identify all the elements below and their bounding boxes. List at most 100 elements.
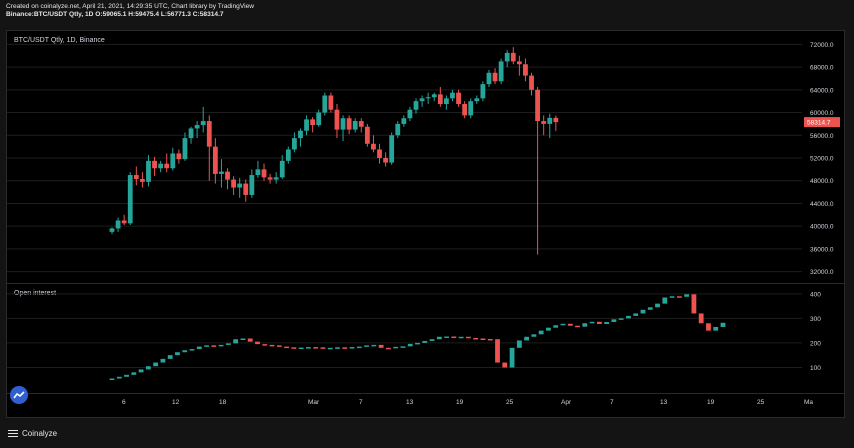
candle-body [146, 160, 151, 182]
candle-body [541, 121, 547, 124]
candle-body [431, 94, 437, 98]
oi-candle [145, 366, 151, 370]
candle-body [231, 179, 236, 188]
candle-body [261, 169, 267, 178]
candle-body [468, 101, 474, 116]
candle-body [383, 158, 388, 163]
candle-body [249, 175, 255, 195]
price-axis-tick: 40000.0 [810, 224, 834, 231]
time-axis-tick: 25 [506, 399, 514, 406]
oi-candle [531, 334, 537, 337]
time-axis-svg: 6 12 18 Mar 7 13 19 25 Apr 7 13 19 25 Ma [122, 399, 813, 406]
oi-candle [298, 347, 304, 350]
menu-icon[interactable] [8, 428, 18, 439]
candle-body [152, 160, 157, 169]
candle-body [352, 121, 358, 130]
price-axis-tick: 52000.0 [810, 156, 834, 163]
candle-body [358, 121, 364, 127]
oi-candle [124, 374, 129, 377]
oi-candle [444, 336, 449, 339]
oi-candle [640, 309, 646, 314]
tradingview-logo-icon [10, 386, 28, 404]
oi-candle [393, 346, 399, 349]
oi-axis-tick: 300 [810, 316, 821, 323]
oi-candle [269, 344, 275, 347]
candle-body [316, 112, 322, 126]
time-axis-tick: 7 [359, 399, 363, 406]
candle-body [115, 220, 121, 229]
footer-brand: Coinalyze [22, 429, 58, 438]
candle-body [523, 64, 528, 76]
oi-candle [604, 322, 610, 325]
oi-candle [378, 344, 384, 348]
candle-body [200, 121, 206, 126]
time-axis[interactable]: 6 12 18 Mar 7 13 19 25 Apr 7 13 19 25 Ma [6, 394, 845, 418]
candle-body [140, 179, 145, 182]
oi-candle [371, 344, 377, 347]
price-axis-tick: 60000.0 [810, 110, 834, 117]
footer: Coinalyze [8, 428, 57, 439]
last-price-badge [804, 117, 840, 128]
oi-candle [436, 336, 442, 340]
candle-body [480, 84, 486, 99]
ohlc-info: Binance:BTC/USDT Qtly, 1D O:59065.1 H:59… [6, 11, 224, 19]
oi-candle [247, 338, 253, 342]
time-axis-tick: 25 [757, 399, 765, 406]
open-interest-panel[interactable]: Open interest 400 300 200 100 [6, 284, 845, 394]
oi-candle [582, 323, 588, 327]
time-axis-tick: 13 [660, 399, 668, 406]
candle-body [206, 121, 212, 147]
time-axis-tick: Apr [561, 399, 572, 406]
time-axis-tick: Ma [804, 399, 813, 406]
oi-candle [182, 350, 188, 353]
candle-body [377, 149, 382, 158]
oi-candle [116, 376, 122, 379]
time-axis-tick: Mar [308, 399, 320, 406]
candle-body [535, 89, 540, 122]
candle-body [322, 95, 328, 113]
candle-body [194, 125, 200, 129]
oi-candle [596, 321, 602, 325]
oi-candle [698, 313, 704, 324]
oi-axis-tick: 200 [810, 340, 821, 347]
candle-body [437, 94, 443, 105]
candle-body [456, 92, 461, 105]
price-axis-tick: 68000.0 [810, 65, 834, 72]
oi-candle [567, 323, 573, 326]
oi-candle [516, 340, 522, 348]
candle-body [407, 109, 413, 119]
candle-body [413, 101, 419, 110]
oi-candle [626, 315, 631, 319]
price-axis-tick: 48000.0 [810, 178, 834, 185]
oi-candle [633, 313, 639, 316]
oi-candle [691, 294, 697, 314]
price-axis-tick: 64000.0 [810, 87, 834, 94]
oi-candle [131, 372, 137, 375]
candle-body [547, 117, 553, 124]
candle-body [364, 126, 370, 144]
oi-candle [546, 327, 551, 331]
oi-candle [305, 347, 311, 349]
oi-candle [342, 347, 348, 349]
candle-body [212, 146, 218, 174]
oi-candle [364, 345, 369, 347]
oi-candle [451, 336, 457, 339]
candle-body [498, 61, 504, 82]
candle-body [158, 163, 164, 169]
candle-body [553, 117, 559, 123]
oi-candle [400, 346, 406, 348]
candle-body [292, 138, 297, 150]
candle-body [127, 175, 133, 224]
candle-body [109, 228, 115, 232]
price-panel[interactable]: BTC/USDT Qtly, 1D, Binance 72000.0 68000.… [6, 30, 845, 284]
price-axis-tick: 32000.0 [810, 269, 834, 276]
candle-body [340, 118, 346, 130]
candle-body [170, 153, 176, 169]
candle-body [371, 143, 376, 150]
creation-note: Created on coinalyze.net, April 21, 2021… [6, 3, 255, 10]
oi-candle [713, 326, 719, 331]
candle-body [328, 95, 334, 110]
oi-candle [386, 347, 391, 350]
oi-candle [669, 296, 675, 298]
last-price-label: 58314.7 [807, 120, 831, 127]
